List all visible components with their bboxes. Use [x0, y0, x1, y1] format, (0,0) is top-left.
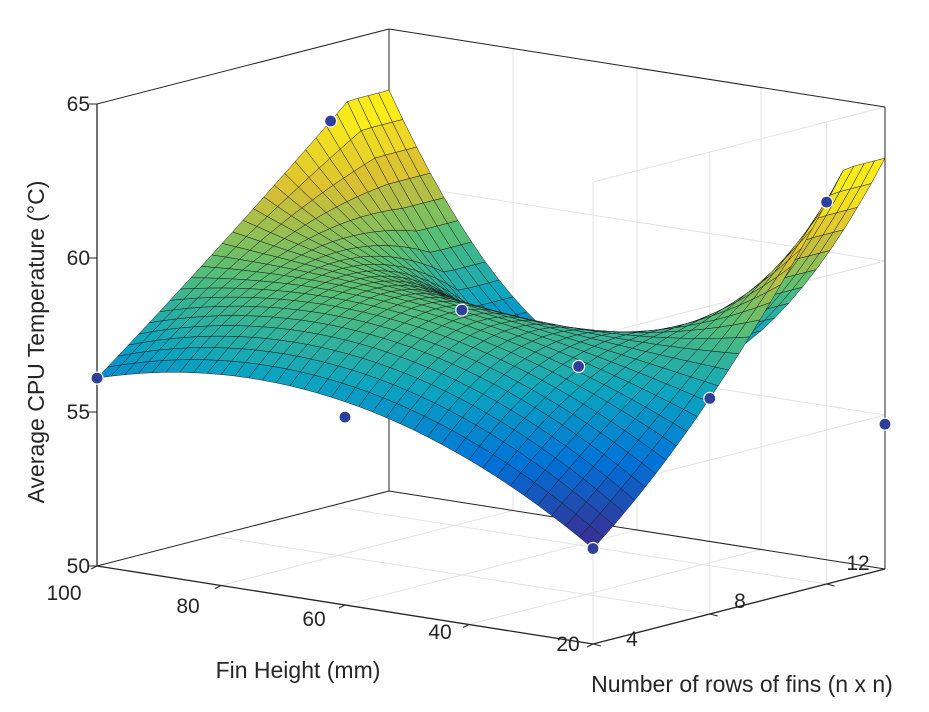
- z-tick-labels: 50 55 60 65: [67, 93, 90, 578]
- y-tick: [826, 583, 835, 587]
- y-tick-labels: 4 8 12: [626, 552, 870, 651]
- y-tick-label: 12: [846, 552, 869, 575]
- surface: [96, 89, 886, 549]
- floor-gridline: [330, 505, 827, 585]
- data-points: [90, 114, 892, 556]
- x-tick-label: 80: [176, 595, 199, 618]
- y-tick: [709, 613, 718, 617]
- floor-gridline: [468, 549, 762, 625]
- data-point: [455, 303, 469, 317]
- z-tick-label: 60: [67, 247, 90, 270]
- z-axis-label: Average CPU Temperature (°C): [23, 181, 49, 504]
- wall-gridline: [592, 106, 886, 183]
- y-tick: [592, 643, 602, 647]
- x-tick: [586, 643, 594, 648]
- x-tick-labels: 100 80 60 40 20: [46, 582, 579, 656]
- box-edge: [388, 28, 886, 108]
- x-tick-label: 100: [46, 582, 81, 605]
- data-point: [586, 541, 600, 556]
- box-edge: [96, 490, 390, 567]
- x-tick-label: 40: [428, 621, 451, 644]
- z-tick-label: 65: [67, 93, 90, 116]
- surface-patch: [96, 364, 122, 379]
- data-point: [90, 371, 104, 385]
- data-point: [819, 195, 834, 209]
- floor-gridline: [220, 510, 514, 586]
- box-edge: [388, 490, 886, 570]
- x-axis-label: Fin Height (mm): [216, 657, 381, 683]
- data-point: [703, 391, 717, 405]
- z-tick-label: 55: [67, 401, 90, 424]
- y-tick-label: 8: [734, 590, 746, 613]
- data-point: [878, 417, 892, 431]
- data-point: [324, 114, 338, 128]
- y-tick-label: 4: [626, 628, 638, 651]
- x-tick: [214, 585, 222, 589]
- data-point: [338, 410, 352, 424]
- x-tick: [462, 624, 470, 628]
- box-edge: [96, 28, 390, 105]
- x-tick: [90, 565, 98, 570]
- x-tick: [338, 604, 346, 609]
- y-axis-label: Number of rows of fins (n x n): [591, 671, 893, 697]
- data-point: [571, 359, 586, 373]
- floor-gridline: [213, 535, 710, 615]
- x-tick-label: 60: [302, 608, 325, 631]
- z-tick-label: 50: [67, 555, 90, 578]
- x-tick-label: 20: [556, 633, 579, 656]
- y-axis-line: [592, 568, 886, 645]
